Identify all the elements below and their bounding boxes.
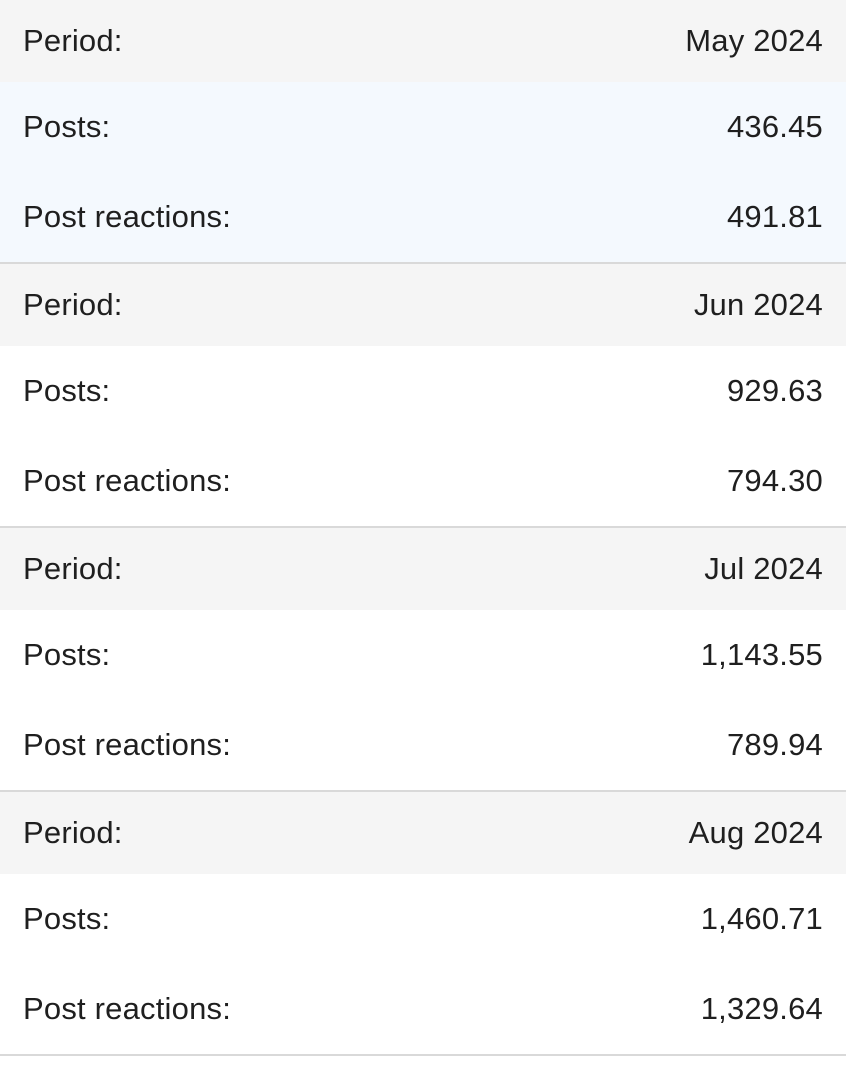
period-row: Period: May 2024 xyxy=(0,0,846,82)
posts-label: Posts: xyxy=(23,901,111,936)
post-reactions-row: Post reactions: 794.30 xyxy=(0,436,846,526)
period-label: Period: xyxy=(23,23,123,58)
period-row: Period: Jul 2024 xyxy=(0,528,846,610)
period-value: Aug 2024 xyxy=(688,815,823,850)
posts-label: Posts: xyxy=(23,637,111,672)
posts-row: Posts: 929.63 xyxy=(0,346,846,436)
period-value: May 2024 xyxy=(685,23,823,58)
period-value: Jul 2024 xyxy=(704,551,823,586)
post-reactions-value: 1,329.64 xyxy=(700,991,823,1026)
posts-value: 1,460.71 xyxy=(700,901,823,936)
period-row: Period: Aug 2024 xyxy=(0,792,846,874)
posts-value: 929.63 xyxy=(726,373,823,408)
post-reactions-row: Post reactions: 1,329.64 xyxy=(0,964,846,1054)
posts-label: Posts: xyxy=(23,373,111,408)
post-reactions-value: 491.81 xyxy=(726,199,823,234)
post-reactions-row: Post reactions: 789.94 xyxy=(0,700,846,790)
period-group-jul-2024[interactable]: Period: Jul 2024 Posts: 1,143.55 Post re… xyxy=(0,528,846,792)
post-reactions-row: Post reactions: 491.81 xyxy=(0,172,846,262)
post-reactions-value: 789.94 xyxy=(726,727,823,762)
period-group-jun-2024[interactable]: Period: Jun 2024 Posts: 929.63 Post reac… xyxy=(0,264,846,528)
period-label: Period: xyxy=(23,815,123,850)
period-label: Period: xyxy=(23,287,123,322)
period-value: Jun 2024 xyxy=(693,287,823,322)
post-reactions-label: Post reactions: xyxy=(23,727,232,762)
posts-row: Posts: 1,460.71 xyxy=(0,874,846,964)
data-list: Period: May 2024 Posts: 436.45 Post reac… xyxy=(0,0,846,1056)
post-reactions-label: Post reactions: xyxy=(23,463,232,498)
period-group-may-2024[interactable]: Period: May 2024 Posts: 436.45 Post reac… xyxy=(0,0,846,264)
period-row: Period: Jun 2024 xyxy=(0,264,846,346)
posts-value: 436.45 xyxy=(726,109,823,144)
post-reactions-label: Post reactions: xyxy=(23,991,232,1026)
post-reactions-value: 794.30 xyxy=(726,463,823,498)
posts-row: Posts: 436.45 xyxy=(0,82,846,172)
posts-row: Posts: 1,143.55 xyxy=(0,610,846,700)
posts-label: Posts: xyxy=(23,109,111,144)
period-label: Period: xyxy=(23,551,123,586)
period-group-aug-2024[interactable]: Period: Aug 2024 Posts: 1,460.71 Post re… xyxy=(0,792,846,1056)
post-reactions-label: Post reactions: xyxy=(23,199,232,234)
posts-value: 1,143.55 xyxy=(700,637,823,672)
